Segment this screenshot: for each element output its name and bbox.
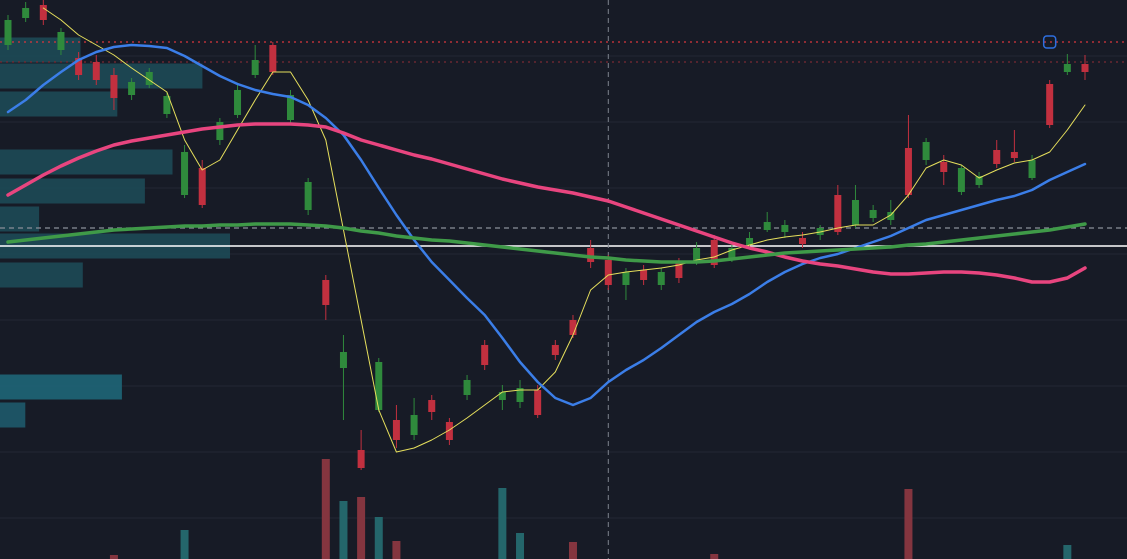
- volume-profile-bar: [0, 37, 81, 63]
- candle-body: [746, 238, 754, 245]
- candle-body: [57, 32, 65, 50]
- candle-body: [39, 5, 47, 20]
- candle-body: [463, 380, 471, 395]
- candle-body: [163, 96, 171, 114]
- volume-profile-bar: [0, 262, 83, 288]
- candle-body: [1028, 160, 1036, 178]
- candle-body: [216, 122, 224, 140]
- candle-body: [904, 148, 912, 195]
- candle-body: [887, 212, 895, 220]
- volume-bar: [109, 555, 118, 559]
- moving-average-line: [6, 222, 1087, 264]
- volume-profile-bar: [0, 206, 40, 232]
- candle-body: [534, 390, 542, 415]
- candle-body: [1081, 64, 1089, 72]
- candle-body: [781, 225, 789, 232]
- candle-body: [922, 142, 930, 160]
- candle-body: [728, 248, 736, 258]
- candle-body: [4, 20, 12, 45]
- volume-bar: [392, 541, 401, 559]
- candle-body: [198, 168, 206, 205]
- candle-body: [657, 272, 665, 285]
- candle-body: [975, 176, 983, 185]
- candle-body: [357, 450, 365, 468]
- candle-body: [322, 280, 330, 305]
- candle-body: [410, 415, 418, 435]
- moving-average-line: [6, 122, 1087, 284]
- candle-body: [799, 238, 807, 244]
- candle-body: [110, 75, 118, 98]
- candle-body: [640, 270, 648, 280]
- moving-average-line: [42, 7, 1086, 453]
- candle-body: [234, 90, 242, 115]
- candle-body: [622, 272, 630, 285]
- candle-body: [375, 362, 383, 410]
- volume-bar: [568, 542, 577, 559]
- candle-body: [693, 248, 701, 262]
- volume-bar: [357, 497, 366, 559]
- candle-body: [498, 392, 506, 400]
- candle-body: [286, 95, 294, 120]
- candle-body: [940, 162, 948, 172]
- candle-body: [128, 82, 136, 95]
- volume-bar: [339, 501, 348, 559]
- candle-body: [516, 388, 524, 402]
- candle-body: [834, 195, 842, 232]
- volume-bar: [498, 488, 507, 559]
- volume-bar: [180, 530, 189, 559]
- candle-body: [604, 260, 612, 285]
- volume-bar: [904, 489, 913, 559]
- candle-body: [251, 60, 259, 75]
- volume-profile-bar: [0, 63, 203, 89]
- volume-bar: [710, 554, 719, 559]
- candle-body: [957, 168, 965, 192]
- candle-body: [22, 8, 30, 18]
- candle-body: [551, 345, 559, 355]
- candle-body: [675, 262, 683, 278]
- volume-profile-bar: [0, 402, 26, 428]
- candle-body: [869, 210, 877, 218]
- candle-body: [481, 345, 489, 365]
- moving-average-line: [6, 43, 1087, 407]
- volume-profile-bar: [0, 374, 122, 400]
- volume-profile-bar: [0, 178, 145, 204]
- candle-body: [710, 240, 718, 265]
- candle-body: [339, 352, 347, 368]
- candle-body: [92, 62, 100, 80]
- candle-body: [445, 422, 453, 440]
- volume-bar: [516, 533, 525, 559]
- volume-bar: [1063, 545, 1072, 559]
- candle-body: [181, 152, 189, 195]
- candle-body: [993, 150, 1001, 164]
- candle-body: [269, 45, 277, 72]
- candle-body: [145, 72, 153, 85]
- candle-body: [304, 182, 312, 210]
- candle-body: [851, 200, 859, 225]
- candle-body: [587, 248, 595, 262]
- candle-body: [428, 400, 436, 412]
- candle-body: [1046, 84, 1054, 125]
- candle-body: [1010, 152, 1018, 158]
- candle-body: [392, 420, 400, 440]
- candle-body: [763, 222, 771, 230]
- candle-body: [1063, 64, 1071, 72]
- volume-bar: [321, 459, 330, 559]
- candle-body: [75, 58, 83, 75]
- volume-bar: [374, 517, 383, 559]
- alert-marker: [1042, 35, 1057, 49]
- candle-body: [569, 320, 577, 335]
